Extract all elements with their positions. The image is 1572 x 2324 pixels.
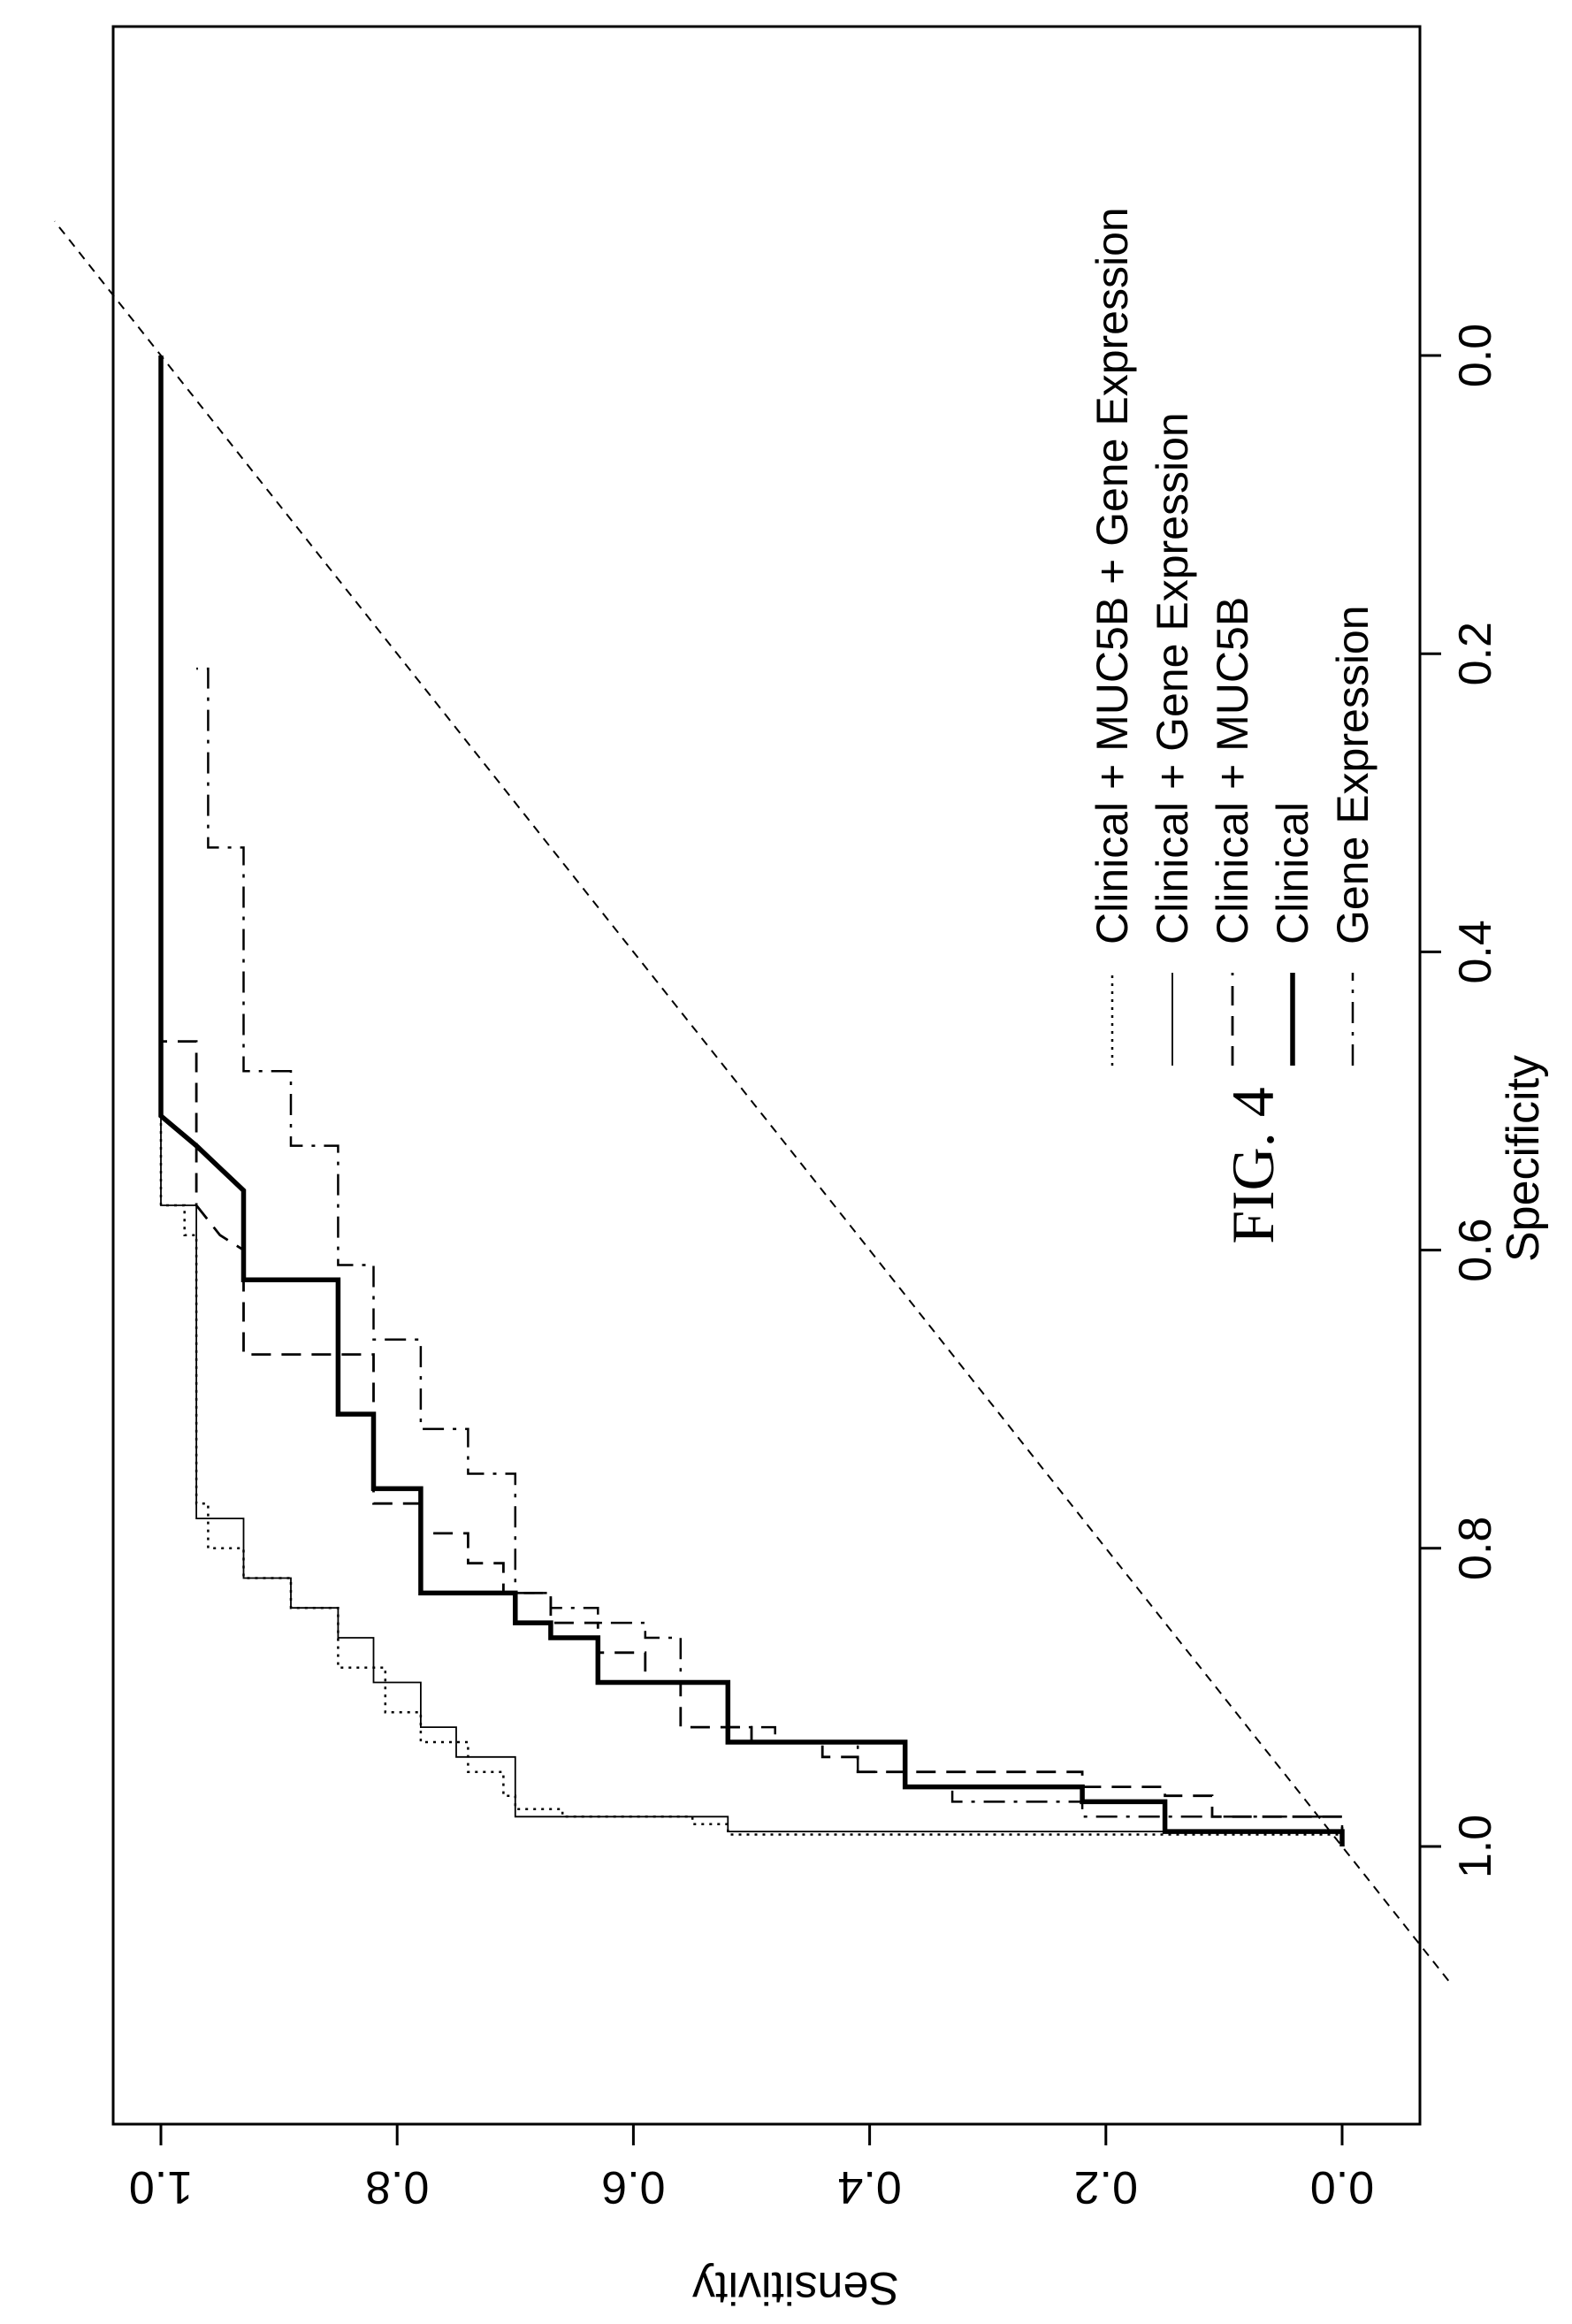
- x-tick-label: 0.4: [1450, 920, 1501, 983]
- series-line-4: [158, 355, 1345, 1846]
- x-tick-label: 0.2: [1450, 622, 1501, 685]
- y-tick-label: 1.0: [129, 2161, 193, 2213]
- series-line-2: [160, 355, 1343, 1846]
- legend-label: Clinical + MUC5B + Gene Expression: [1087, 207, 1137, 944]
- y-tick-label: 0.6: [601, 2161, 665, 2213]
- x-tick-label: 1.0: [1450, 1815, 1501, 1878]
- x-tick-label: 0.6: [1450, 1218, 1501, 1281]
- figure-title: FIG. 4: [1219, 1087, 1286, 1244]
- x-axis-title: Specificity: [1498, 1055, 1549, 1262]
- x-tick-label: 0.8: [1450, 1517, 1501, 1580]
- y-axis: 0.0 0.2 0.4 0.6 0.8 1.0: [129, 2122, 1374, 2213]
- x-tick-label: 0.0: [1450, 324, 1501, 387]
- y-axis-title: Sensitivity: [692, 2262, 899, 2313]
- plot-frame: [111, 25, 1422, 2126]
- legend-label: Clinical: [1268, 802, 1317, 944]
- legend: Clinical + MUC5B + Gene Expression Clinic…: [1087, 207, 1377, 1066]
- x-axis: 1.0 0.8 0.6 0.4 0.2 0.0: [1418, 324, 1501, 1878]
- legend-label: Clinical + Gene Expression: [1148, 412, 1197, 944]
- legend-label: Gene Expression: [1328, 605, 1377, 944]
- y-tick-label: 0.0: [1310, 2161, 1374, 2213]
- legend-label: Clinical + MUC5B: [1208, 597, 1257, 944]
- series-layer: [158, 355, 1345, 1846]
- y-tick-label: 0.4: [837, 2161, 901, 2213]
- y-tick-label: 0.8: [365, 2161, 429, 2213]
- y-tick-label: 0.2: [1074, 2161, 1138, 2213]
- series-line-5: [196, 667, 1344, 1846]
- reference-diagonal: [53, 220, 1450, 1982]
